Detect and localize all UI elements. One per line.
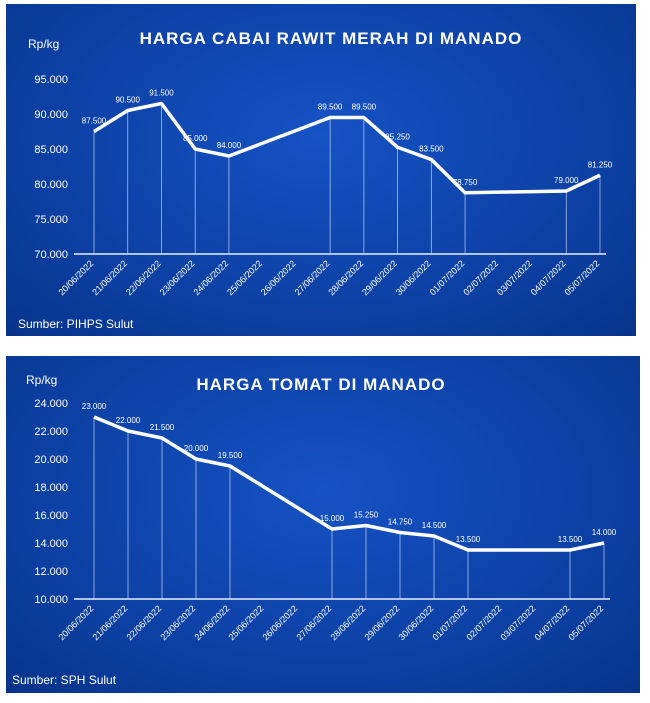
series-line: [93, 101, 601, 195]
data-label: 23.000: [82, 402, 107, 411]
y-tick-label: 20.000: [34, 454, 68, 466]
y-tick-label: 10.000: [34, 594, 68, 606]
x-tick-label: 21/06/2022: [90, 258, 129, 297]
x-tick-label: 28/06/2022: [326, 258, 365, 297]
x-tick-label: 04/07/2022: [529, 258, 568, 297]
data-label: 89.500: [318, 103, 343, 112]
x-tick-label: 04/07/2022: [532, 603, 571, 642]
source-note: Sumber: SPH Sulut: [12, 673, 117, 687]
x-tick-label: 01/07/2022: [430, 603, 469, 642]
data-label: 83.500: [419, 145, 444, 154]
y-tick-label: 12.000: [34, 566, 68, 578]
data-label: 91.500: [149, 89, 174, 98]
x-tick-label: 02/07/2022: [464, 603, 503, 642]
chart-tomat-svg: HARGA TOMAT DI MANADO Rp/kg Sumber: SPH …: [12, 373, 617, 687]
x-tick-label: 22/06/2022: [124, 258, 163, 297]
x-tick-label: 27/06/2022: [294, 603, 333, 642]
x-tick-label: 05/07/2022: [562, 258, 601, 297]
y-tick-label: 18.000: [34, 482, 68, 494]
y-tick-label: 80.000: [34, 179, 68, 191]
chart-cabai-svg: HARGA CABAI RAWIT MERAH DI MANADO Rp/kg …: [18, 29, 613, 331]
source-note: Sumber: PIHPS Sulut: [18, 317, 134, 331]
series-line: [93, 415, 605, 552]
x-tick-label: 03/07/2022: [498, 603, 537, 642]
x-tick-label: 26/06/2022: [259, 258, 298, 297]
y-tick-label: 14.000: [34, 538, 68, 550]
y-axis-unit: Rp/kg: [26, 373, 57, 387]
y-tick-label: 70.000: [34, 249, 68, 261]
x-tick-label: 22/06/2022: [124, 603, 163, 642]
data-label: 13.500: [456, 535, 481, 544]
x-tick-label: 02/07/2022: [461, 258, 500, 297]
x-tick-label: 24/06/2022: [192, 603, 231, 642]
x-tick-label: 28/06/2022: [328, 603, 367, 642]
y-tick-label: 16.000: [34, 510, 68, 522]
data-label: 13.500: [558, 535, 583, 544]
data-label: 14.000: [592, 528, 617, 537]
x-tick-label: 03/07/2022: [495, 258, 534, 297]
data-label: 85.000: [183, 134, 208, 143]
data-label: 84.000: [217, 141, 242, 150]
data-label: 22.000: [116, 416, 141, 425]
data-label: 85.250: [385, 132, 410, 141]
x-tick-label: 30/06/2022: [396, 603, 435, 642]
data-label: 20.000: [184, 444, 209, 453]
x-tick-label: 20/06/2022: [56, 258, 95, 297]
x-tick-label: 01/07/2022: [428, 258, 467, 297]
data-label: 81.250: [588, 160, 613, 169]
chart-panel-tomat: HARGA TOMAT DI MANADO Rp/kg Sumber: SPH …: [6, 356, 640, 693]
chart-panel-cabai: HARGA CABAI RAWIT MERAH DI MANADO Rp/kg …: [6, 4, 636, 336]
x-tick-label: 27/06/2022: [293, 258, 332, 297]
data-label: 89.500: [352, 103, 377, 112]
y-tick-label: 85.000: [34, 144, 68, 156]
y-tick-label: 90.000: [34, 109, 68, 121]
x-tick-label: 21/06/2022: [90, 603, 129, 642]
x-tick-label: 30/06/2022: [394, 258, 433, 297]
data-label: 15.000: [320, 514, 345, 523]
y-tick-label: 24.000: [34, 398, 68, 410]
data-label: 19.500: [218, 451, 243, 460]
x-tick-label: 29/06/2022: [360, 258, 399, 297]
data-label: 79.000: [554, 176, 579, 185]
x-tick-label: 05/07/2022: [566, 603, 605, 642]
data-label: 78.750: [453, 178, 478, 187]
x-tick-label: 29/06/2022: [362, 603, 401, 642]
x-tick-label: 20/06/2022: [56, 603, 95, 642]
y-tick-label: 75.000: [34, 214, 68, 226]
x-tick-label: 23/06/2022: [158, 603, 197, 642]
x-tick-label: 25/06/2022: [225, 258, 264, 297]
y-axis-unit: Rp/kg: [28, 37, 59, 51]
data-label: 21.500: [150, 423, 175, 432]
y-tick-label: 95.000: [34, 74, 68, 86]
data-label: 15.250: [354, 511, 379, 520]
chart-title: HARGA CABAI RAWIT MERAH DI MANADO: [140, 29, 523, 48]
data-label: 14.750: [388, 518, 413, 527]
x-tick-label: 25/06/2022: [226, 603, 265, 642]
x-tick-label: 24/06/2022: [191, 258, 230, 297]
x-tick-label: 26/06/2022: [260, 603, 299, 642]
y-tick-label: 22.000: [34, 426, 68, 438]
chart-title: HARGA TOMAT DI MANADO: [196, 375, 445, 394]
data-label: 14.500: [422, 521, 447, 530]
x-tick-label: 23/06/2022: [158, 258, 197, 297]
data-label: 90.500: [115, 96, 140, 105]
data-label: 87.500: [82, 117, 107, 126]
